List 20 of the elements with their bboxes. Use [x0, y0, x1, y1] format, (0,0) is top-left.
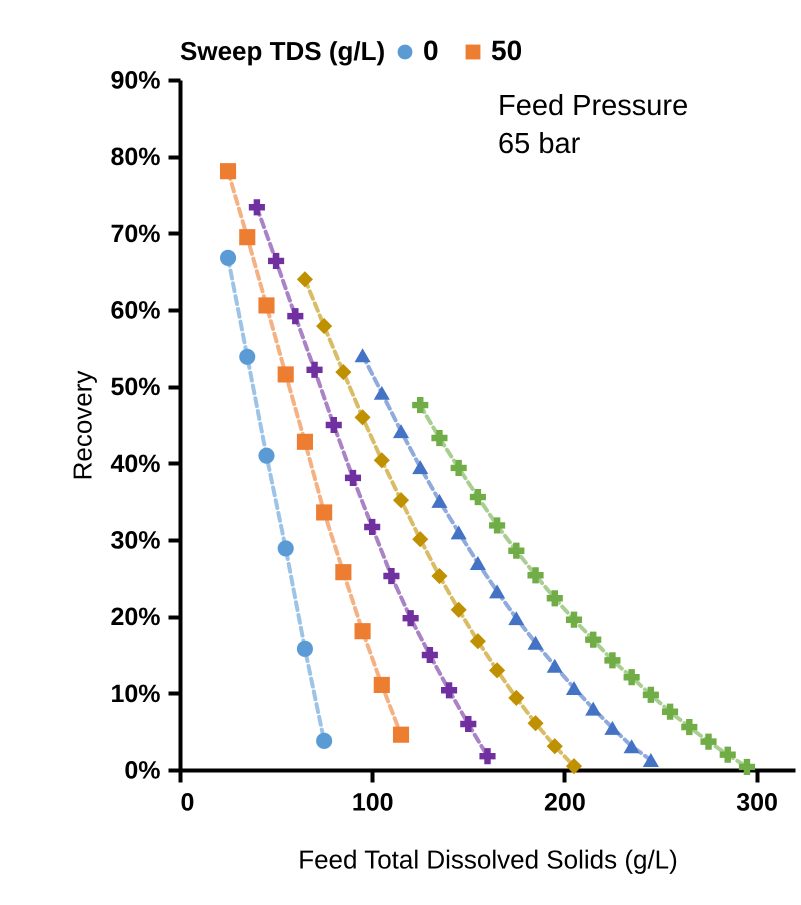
annotation: Feed Pressure 65 bar — [498, 90, 688, 160]
y-axis-title: Recovery — [67, 370, 98, 480]
y-tick-label: 20% — [110, 603, 160, 632]
x-tick-label: 0 — [180, 788, 194, 816]
legend-label: 0 — [423, 35, 439, 66]
y-tick-label: 70% — [110, 220, 160, 248]
y-tick-label: 40% — [110, 450, 160, 478]
legend-label: 50 — [491, 35, 522, 66]
y-tick-label: 30% — [110, 526, 160, 554]
y-tick-label: 80% — [110, 143, 160, 172]
x-tick-label: 100 — [352, 788, 394, 816]
x-tick-label: 200 — [544, 788, 586, 816]
x-axis-title: Feed Total Dissolved Solids (g/L) — [298, 844, 678, 874]
y-tick-label: 60% — [110, 296, 160, 324]
y-tick-label: 90% — [110, 66, 160, 94]
y-tick-label: 10% — [110, 680, 160, 708]
x-tick-label: 300 — [736, 788, 778, 816]
y-tick-label: 0% — [124, 756, 160, 784]
legend-title: Sweep TDS (g/L) — [180, 36, 386, 66]
y-tick-label: 50% — [110, 373, 160, 402]
